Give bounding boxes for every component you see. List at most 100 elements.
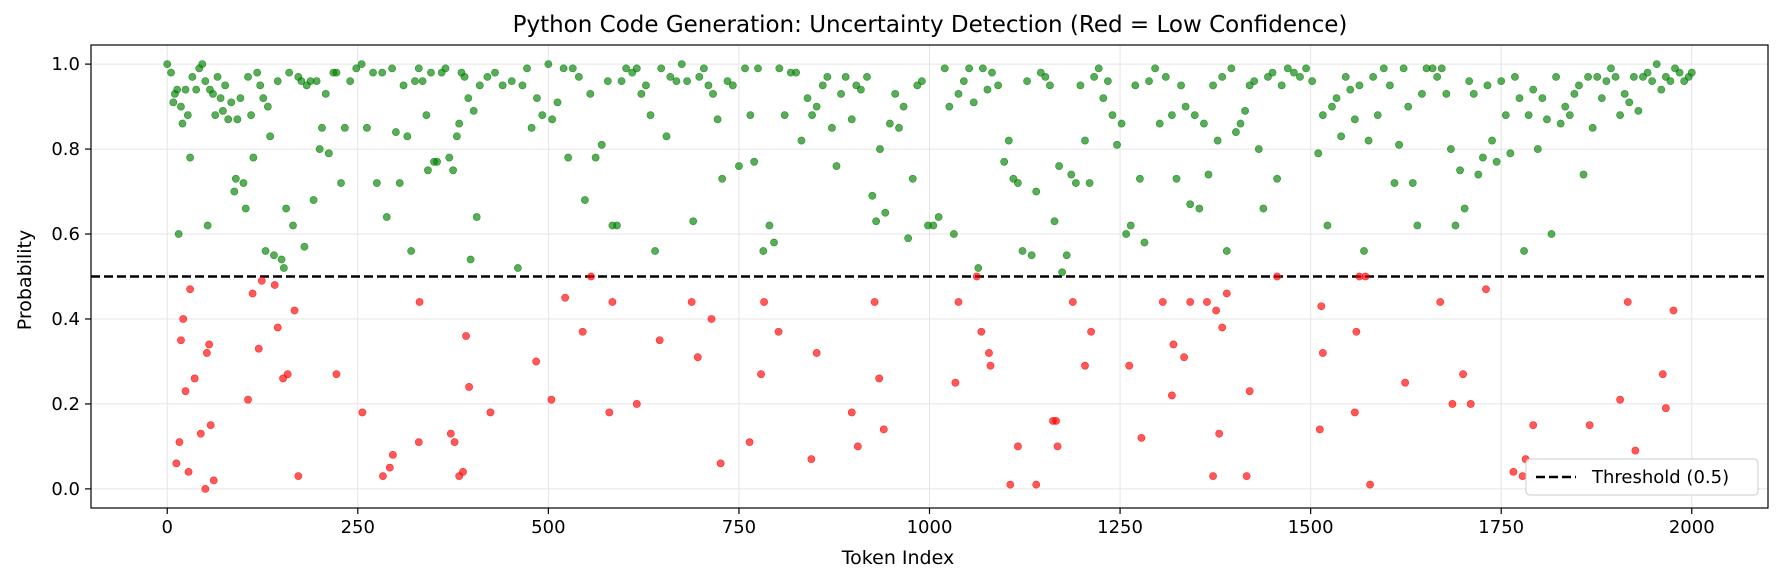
- data-point-0-266: [1323, 221, 1332, 230]
- data-point-0-106: [533, 94, 541, 102]
- data-point-0-27: [231, 174, 240, 183]
- data-point-1-7: [190, 374, 199, 383]
- data-point-0-246: [1222, 247, 1231, 255]
- data-point-0-190: [959, 77, 968, 86]
- data-point-0-64: [352, 64, 361, 73]
- data-point-0-160: [812, 102, 821, 111]
- data-point-0-340: [1666, 77, 1675, 86]
- data-point-0-252: [1250, 77, 1259, 86]
- data-point-0-328: [1611, 72, 1620, 81]
- data-point-0-136: [689, 217, 698, 226]
- data-point-0-66: [363, 123, 371, 132]
- data-point-0-308: [1520, 247, 1528, 255]
- data-point-0-68: [372, 179, 381, 187]
- data-point-0-218: [1090, 72, 1099, 81]
- data-point-1-22: [290, 306, 299, 315]
- data-point-1-68: [1006, 480, 1015, 489]
- data-point-0-139: [704, 81, 713, 90]
- data-point-1-4: [181, 387, 190, 396]
- data-point-0-220: [1099, 94, 1108, 102]
- data-point-1-96: [1350, 408, 1359, 417]
- data-point-1-63: [954, 298, 963, 306]
- data-point-1-57: [847, 408, 856, 417]
- data-point-1-10: [202, 349, 211, 357]
- data-point-0-12: [192, 85, 201, 94]
- data-point-0-133: [672, 77, 681, 86]
- data-point-0-269: [1337, 132, 1346, 141]
- data-point-1-62: [951, 378, 960, 387]
- data-point-0-28: [233, 115, 242, 124]
- data-point-0-275: [1364, 136, 1373, 145]
- data-point-0-145: [735, 162, 743, 170]
- data-point-1-79: [1158, 298, 1167, 306]
- data-point-1-72: [1052, 417, 1060, 425]
- data-point-0-38: [261, 247, 270, 255]
- data-point-0-60: [332, 68, 341, 77]
- data-point-1-116: [1661, 404, 1670, 413]
- data-point-0-98: [483, 72, 492, 81]
- data-point-0-329: [1616, 111, 1625, 119]
- data-point-0-179: [904, 234, 913, 243]
- x-tick-label-6: 1500: [1288, 517, 1334, 538]
- data-point-0-134: [677, 60, 686, 69]
- data-point-0-81: [424, 166, 432, 175]
- data-point-0-57: [321, 89, 330, 98]
- data-point-0-114: [574, 72, 583, 81]
- data-point-0-298: [1474, 170, 1483, 179]
- data-point-0-323: [1588, 123, 1597, 132]
- data-point-0-23: [221, 81, 230, 90]
- data-point-0-234: [1168, 111, 1176, 119]
- data-point-1-77: [1125, 361, 1134, 370]
- data-point-1-35: [462, 332, 470, 340]
- x-tick-label-0: 0: [162, 517, 173, 538]
- data-point-0-205: [1032, 187, 1041, 196]
- data-point-0-158: [803, 94, 812, 102]
- data-point-1-29: [414, 438, 423, 447]
- data-point-1-31: [446, 429, 455, 438]
- data-point-0-147: [746, 111, 755, 119]
- data-point-0-53: [309, 196, 318, 204]
- data-point-0-152: [770, 238, 778, 247]
- data-point-1-110: [1529, 421, 1538, 430]
- data-point-0-50: [300, 242, 309, 251]
- y-tick-label-5: 1.0: [51, 54, 80, 75]
- chart-title: Python Code Generation: Uncertainty Dete…: [513, 12, 1348, 38]
- data-point-0-226: [1126, 221, 1135, 230]
- data-point-0-189: [954, 89, 963, 98]
- data-point-0-5: [174, 230, 183, 238]
- data-point-0-207: [1041, 72, 1050, 81]
- data-point-0-31: [241, 204, 250, 213]
- x-tick-label-1: 250: [341, 517, 375, 538]
- data-point-0-36: [256, 81, 265, 90]
- data-point-0-141: [713, 115, 722, 124]
- data-point-0-40: [266, 132, 275, 141]
- data-point-0-26: [230, 187, 239, 196]
- data-point-1-21: [283, 370, 292, 379]
- data-point-0-43: [277, 255, 286, 264]
- data-point-0-97: [475, 81, 484, 90]
- data-point-0-130: [657, 64, 666, 73]
- data-point-0-1: [167, 68, 175, 77]
- data-point-1-26: [379, 472, 387, 481]
- data-point-1-66: [985, 349, 993, 357]
- data-point-0-119: [603, 77, 612, 86]
- data-point-1-87: [1215, 429, 1224, 438]
- data-point-0-221: [1103, 77, 1112, 86]
- data-point-0-333: [1634, 106, 1643, 115]
- data-point-0-285: [1413, 221, 1422, 230]
- data-point-1-115: [1658, 370, 1667, 379]
- data-point-0-222: [1108, 111, 1117, 119]
- data-point-0-193: [974, 264, 983, 272]
- data-point-0-233: [1161, 72, 1170, 81]
- data-point-0-121: [613, 221, 621, 230]
- data-point-0-96: [472, 213, 481, 221]
- data-point-1-24: [332, 370, 341, 379]
- data-point-0-61: [337, 179, 345, 187]
- data-point-0-175: [885, 119, 894, 128]
- data-point-0-303: [1497, 77, 1506, 86]
- data-point-0-137: [695, 72, 704, 81]
- data-point-0-71: [388, 64, 396, 73]
- data-point-0-29: [236, 94, 245, 102]
- data-point-1-27: [385, 463, 394, 472]
